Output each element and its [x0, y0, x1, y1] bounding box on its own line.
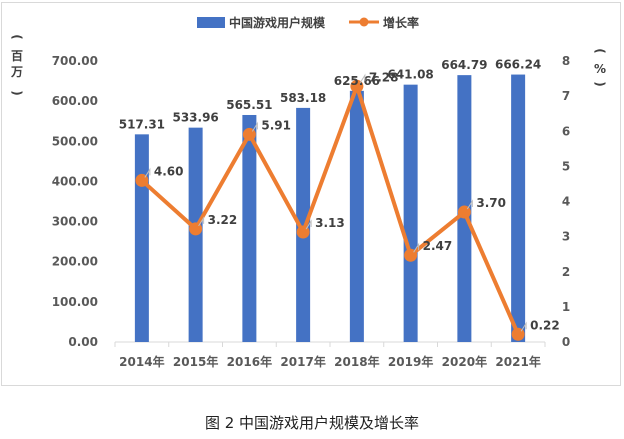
rate-value-label: 5.91	[261, 118, 291, 132]
right-unit-close: )	[593, 81, 607, 86]
right-axis-unit: ( % )	[593, 48, 607, 86]
x-axis-category-label: 2021年	[495, 354, 540, 369]
bar-value-label: 565.51	[226, 98, 272, 112]
left-axis-tick-label: 500.00	[52, 134, 98, 148]
right-axis-tick-label: 8	[562, 54, 570, 68]
right-axis-tick-label: 7	[562, 89, 570, 103]
right-axis-tick-label: 2	[562, 265, 570, 279]
bar	[511, 74, 526, 342]
rate-value-label: 2.47	[423, 239, 453, 253]
right-unit-open: (	[593, 48, 607, 53]
x-axis-category-label: 2015年	[173, 354, 218, 369]
bar	[242, 114, 257, 342]
legend-bar-label: 中国游戏用户规模	[229, 15, 326, 30]
left-unit-char-2: 万	[10, 65, 23, 79]
bar	[403, 84, 418, 343]
rate-label-leader	[198, 216, 205, 227]
bar-value-label: 625.66	[334, 74, 380, 88]
legend-line-marker	[359, 17, 369, 27]
rate-label-leader	[466, 199, 473, 210]
bar	[134, 134, 149, 342]
rate-label-leader	[305, 219, 312, 230]
rate-value-label: 3.22	[208, 213, 238, 227]
figure-caption: 图 2 中国游戏用户规模及增长率	[204, 414, 420, 432]
left-axis-tick-label: 100.00	[52, 295, 98, 309]
chart: 中国游戏用户规模 增长率 ( 百 万 ) ( % ) 0.00100.00200…	[10, 15, 607, 369]
rate-value-label: 3.13	[315, 216, 345, 230]
x-axis-category-label: 2014年	[119, 354, 164, 369]
left-axis-tick-label: 200.00	[52, 255, 98, 269]
legend: 中国游戏用户规模 增长率	[197, 15, 419, 30]
x-axis-category-label: 2020年	[442, 354, 487, 369]
rate-label-leader	[251, 121, 258, 132]
right-axis-tick-label: 4	[562, 195, 570, 209]
bar-value-label: 583.18	[280, 91, 326, 105]
left-axis-tick-label: 0.00	[68, 335, 98, 349]
left-axis-tick-label: 400.00	[52, 174, 98, 188]
right-axis-tick-label: 0	[562, 335, 570, 349]
legend-line-label: 增长率	[383, 15, 419, 30]
right-axis-tick-label: 5	[562, 159, 570, 173]
rate-value-label: 0.22	[530, 318, 560, 332]
legend-bar-swatch	[197, 17, 225, 28]
left-unit-close: )	[10, 90, 24, 95]
rate-label-leader	[413, 242, 420, 253]
bar-value-label: 641.08	[387, 68, 433, 82]
bar-value-label: 664.79	[441, 58, 487, 72]
rate-label-leader	[144, 167, 151, 178]
x-axis-category-label: 2016年	[227, 354, 272, 369]
right-axis-tick-label: 3	[562, 230, 570, 244]
left-axis-tick-label: 700.00	[52, 54, 98, 68]
bar	[349, 90, 364, 343]
left-axis-tick-label: 600.00	[52, 94, 98, 108]
left-axis-tick-label: 300.00	[52, 215, 98, 229]
bar-value-label: 666.24	[495, 58, 541, 72]
x-axis-category-label: 2017年	[280, 354, 325, 369]
left-axis-unit: ( 百 万 )	[10, 34, 24, 95]
rate-label-leader	[359, 73, 366, 84]
bar	[296, 107, 311, 342]
bar-value-label: 517.31	[119, 117, 165, 131]
left-unit-open: (	[10, 34, 24, 39]
right-axis-tick-label: 1	[562, 300, 570, 314]
rate-value-label: 4.60	[154, 164, 184, 178]
growth-rate-line	[140, 84, 520, 336]
rate-value-label: 3.70	[476, 196, 506, 210]
left-unit-char-1: 百	[11, 49, 23, 63]
bar-value-label: 533.96	[172, 111, 218, 125]
right-unit-percent: %	[594, 62, 606, 76]
rate-value-label: 7.28	[369, 70, 399, 84]
x-axis-category-label: 2018年	[334, 354, 379, 369]
right-axis-tick-label: 6	[562, 124, 570, 138]
x-axis-category-label: 2019年	[388, 354, 433, 369]
rate-label-leader	[520, 321, 527, 332]
